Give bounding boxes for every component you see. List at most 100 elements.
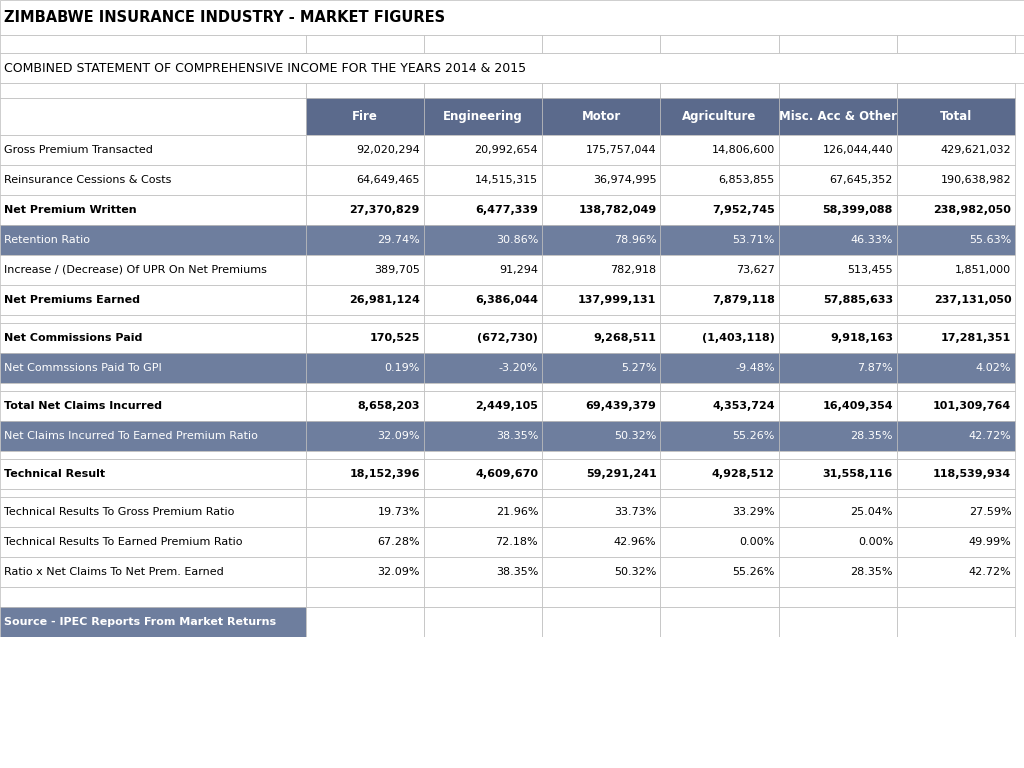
Bar: [424, 421, 543, 451]
Bar: [305, 135, 424, 165]
Text: 55.26%: 55.26%: [732, 567, 775, 577]
Bar: [779, 383, 897, 391]
Bar: [305, 383, 424, 391]
Bar: [305, 391, 424, 421]
Bar: [543, 135, 660, 165]
Bar: [424, 527, 543, 557]
Bar: [424, 225, 543, 255]
Bar: [660, 497, 779, 527]
Bar: [660, 489, 779, 497]
Bar: [424, 607, 543, 637]
Text: Agriculture: Agriculture: [682, 110, 757, 123]
Text: 27.59%: 27.59%: [969, 507, 1012, 517]
Bar: [543, 35, 660, 53]
Bar: [305, 607, 424, 637]
Bar: [0, 0, 1024, 35]
Text: 0.00%: 0.00%: [858, 537, 893, 547]
Text: 46.33%: 46.33%: [851, 235, 893, 245]
Text: 389,705: 389,705: [374, 265, 420, 275]
Bar: [779, 587, 897, 607]
Bar: [779, 83, 897, 98]
Text: Fire: Fire: [352, 110, 378, 123]
Bar: [543, 383, 660, 391]
Bar: [424, 451, 543, 459]
Bar: [897, 285, 1016, 315]
Bar: [660, 165, 779, 195]
Bar: [779, 195, 897, 225]
Text: 4,609,670: 4,609,670: [475, 469, 539, 479]
Bar: [660, 459, 779, 489]
Bar: [660, 383, 779, 391]
Bar: [897, 195, 1016, 225]
Bar: [0, 323, 305, 353]
Text: 5.27%: 5.27%: [621, 363, 656, 373]
Text: 29.74%: 29.74%: [377, 235, 420, 245]
Text: 6,477,339: 6,477,339: [475, 205, 539, 215]
Bar: [543, 527, 660, 557]
Text: 19.73%: 19.73%: [378, 507, 420, 517]
Text: (1,403,118): (1,403,118): [701, 333, 775, 343]
Text: Increase / (Decrease) Of UPR On Net Premiums: Increase / (Decrease) Of UPR On Net Prem…: [4, 265, 267, 275]
Text: 513,455: 513,455: [848, 265, 893, 275]
Bar: [897, 255, 1016, 285]
Text: Engineering: Engineering: [443, 110, 523, 123]
Bar: [779, 391, 897, 421]
Text: COMBINED STATEMENT OF COMPREHENSIVE INCOME FOR THE YEARS 2014 & 2015: COMBINED STATEMENT OF COMPREHENSIVE INCO…: [4, 61, 526, 74]
Text: Total Net Claims Incurred: Total Net Claims Incurred: [4, 401, 162, 411]
Bar: [0, 83, 305, 98]
Text: 26,981,124: 26,981,124: [349, 295, 420, 305]
Text: 8,658,203: 8,658,203: [357, 401, 420, 411]
Bar: [0, 353, 305, 383]
Bar: [424, 587, 543, 607]
Bar: [543, 391, 660, 421]
Bar: [897, 135, 1016, 165]
Text: 32.09%: 32.09%: [378, 567, 420, 577]
Text: Net Commssions Paid To GPI: Net Commssions Paid To GPI: [4, 363, 162, 373]
Text: 38.35%: 38.35%: [496, 567, 539, 577]
Bar: [660, 587, 779, 607]
Bar: [424, 459, 543, 489]
Text: 2,449,105: 2,449,105: [475, 401, 539, 411]
Text: -9.48%: -9.48%: [735, 363, 775, 373]
Bar: [779, 315, 897, 323]
Bar: [543, 225, 660, 255]
Text: Technical Result: Technical Result: [4, 469, 105, 479]
Bar: [424, 83, 543, 98]
Bar: [543, 83, 660, 98]
Bar: [0, 285, 305, 315]
Text: 78.96%: 78.96%: [613, 235, 656, 245]
Text: 33.73%: 33.73%: [614, 507, 656, 517]
Text: 237,131,050: 237,131,050: [934, 295, 1012, 305]
Bar: [543, 353, 660, 383]
Bar: [897, 165, 1016, 195]
Bar: [660, 255, 779, 285]
Text: 42.72%: 42.72%: [969, 567, 1012, 577]
Text: 429,621,032: 429,621,032: [941, 145, 1012, 155]
Bar: [543, 557, 660, 587]
Bar: [305, 557, 424, 587]
Bar: [305, 165, 424, 195]
Text: 67,645,352: 67,645,352: [829, 175, 893, 185]
Bar: [897, 323, 1016, 353]
Bar: [424, 557, 543, 587]
Text: 170,525: 170,525: [370, 333, 420, 343]
Bar: [897, 557, 1016, 587]
Text: 53.71%: 53.71%: [732, 235, 775, 245]
Text: Retention Ratio: Retention Ratio: [4, 235, 90, 245]
Text: 57,885,633: 57,885,633: [823, 295, 893, 305]
Text: 175,757,044: 175,757,044: [586, 145, 656, 155]
Bar: [0, 607, 305, 637]
Text: Net Claims Incurred To Earned Premium Ratio: Net Claims Incurred To Earned Premium Ra…: [4, 431, 258, 441]
Bar: [660, 557, 779, 587]
Text: Net Premium Written: Net Premium Written: [4, 205, 136, 215]
Text: 49.99%: 49.99%: [969, 537, 1012, 547]
Text: 4.02%: 4.02%: [976, 363, 1012, 373]
Bar: [305, 353, 424, 383]
Bar: [660, 353, 779, 383]
Bar: [0, 383, 305, 391]
Bar: [660, 83, 779, 98]
Bar: [0, 557, 305, 587]
Bar: [779, 135, 897, 165]
Text: 55.63%: 55.63%: [969, 235, 1012, 245]
Bar: [424, 98, 543, 135]
